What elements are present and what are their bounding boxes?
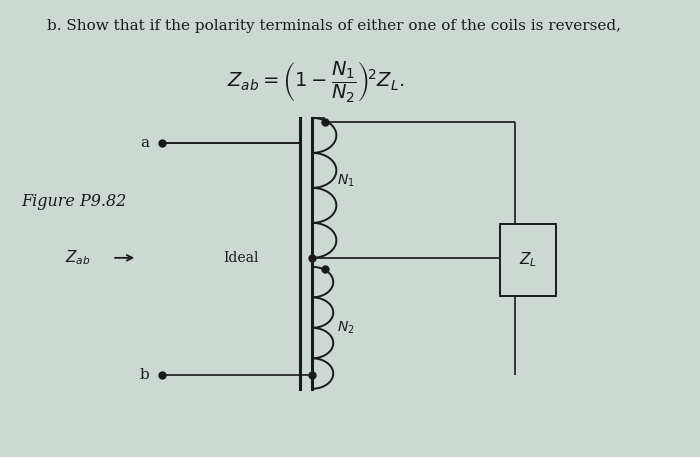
Text: Figure P9.82: Figure P9.82 — [22, 193, 127, 210]
Text: $Z_{ab} = \left(1 - \dfrac{N_1}{N_2}\right)^{\!2} Z_L.$: $Z_{ab} = \left(1 - \dfrac{N_1}{N_2}\rig… — [227, 59, 404, 104]
Text: b. Show that if the polarity terminals of either one of the coils is reversed,: b. Show that if the polarity terminals o… — [46, 19, 620, 32]
Bar — [500, 224, 556, 296]
Text: $Z_L$: $Z_L$ — [519, 251, 537, 270]
Text: b: b — [140, 368, 150, 382]
Text: a: a — [141, 136, 150, 150]
Text: $Z_{ab}$: $Z_{ab}$ — [64, 249, 90, 267]
Text: $N_2$: $N_2$ — [337, 319, 355, 336]
Text: Ideal: Ideal — [223, 251, 259, 265]
Text: $N_1$: $N_1$ — [337, 173, 355, 189]
